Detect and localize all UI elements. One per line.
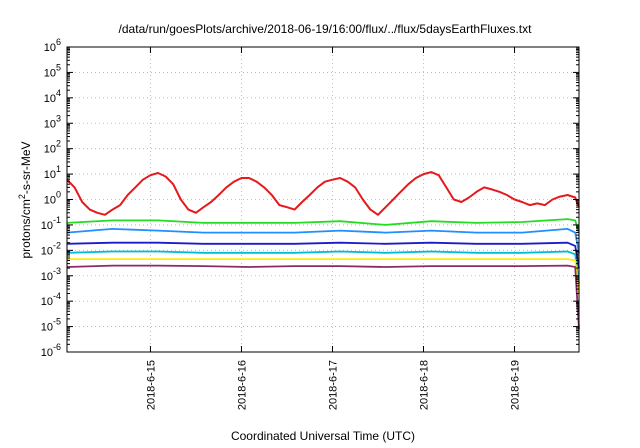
y-tick-exponent: 4 xyxy=(56,88,61,98)
y-tick-exponent: -4 xyxy=(53,291,61,301)
y-tick-label: 106 xyxy=(44,37,61,54)
y-tick-label: 10-2 xyxy=(41,240,61,257)
y-tick-label: 10-4 xyxy=(41,291,61,308)
y-tick-label: 100 xyxy=(44,190,61,207)
y-tick-base: 10 xyxy=(41,347,53,359)
y-tick-base: 10 xyxy=(41,245,53,257)
y-tick-exponent: -6 xyxy=(53,342,61,352)
x-axis: 2018-6-15 2018-6-16 2018-6-17 2018-6-18 2018… xyxy=(145,47,522,410)
y-tick-exponent: 3 xyxy=(56,113,61,123)
y-axis-label: protons/cm2-s-sr-MeV xyxy=(17,141,33,258)
y-tick-base: 10 xyxy=(44,195,56,207)
y-axis-label-rest: -s-sr-MeV xyxy=(19,141,33,194)
y-tick-exponent: 6 xyxy=(56,37,61,47)
grid xyxy=(67,47,579,352)
y-tick-base: 10 xyxy=(44,118,56,130)
y-tick-exponent: -2 xyxy=(53,240,61,250)
series-layer xyxy=(66,171,580,330)
y-axis-label-sup: 2 xyxy=(17,194,27,199)
y-axis: 10-610-510-410-310-210-11001011021031041… xyxy=(41,37,579,359)
y-tick-base: 10 xyxy=(44,67,56,79)
y-tick-label: 10-6 xyxy=(41,342,61,359)
series-line-1 xyxy=(66,171,580,216)
y-tick-label: 104 xyxy=(44,88,61,105)
x-tick-label: 2018-6-16 xyxy=(236,360,248,410)
y-tick-base: 10 xyxy=(44,169,56,181)
chart-title: /data/run/goesPlots/archive/2018-06-19/1… xyxy=(119,22,533,36)
y-tick-base: 10 xyxy=(41,296,53,308)
x-tick-label: 2018-6-15 xyxy=(145,360,157,410)
y-tick-exponent: 2 xyxy=(56,139,61,149)
y-tick-exponent: -1 xyxy=(53,215,61,225)
x-axis-label: Coordinated Universal Time (UTC) xyxy=(231,429,415,443)
y-tick-base: 10 xyxy=(41,220,53,232)
y-tick-label: 10-1 xyxy=(41,215,61,232)
y-tick-base: 10 xyxy=(44,144,56,156)
series-line-7 xyxy=(66,264,580,330)
y-tick-base: 10 xyxy=(44,42,56,54)
y-tick-label: 103 xyxy=(44,113,61,130)
y-tick-exponent: -5 xyxy=(53,317,61,327)
y-tick-label: 10-3 xyxy=(41,266,61,283)
series-line-3 xyxy=(66,227,580,253)
y-tick-exponent: -3 xyxy=(53,266,61,276)
series-line-2 xyxy=(66,218,580,233)
y-tick-base: 10 xyxy=(41,271,53,283)
y-axis-label-base: protons/cm xyxy=(19,199,33,258)
y-tick-base: 10 xyxy=(41,322,53,334)
x-tick-label: 2018-6-17 xyxy=(327,360,339,410)
x-tick-label: 2018-6-18 xyxy=(419,360,431,410)
y-tick-base: 10 xyxy=(44,93,56,105)
series-line-4 xyxy=(66,241,580,269)
y-tick-exponent: 5 xyxy=(56,62,61,72)
y-tick-label: 102 xyxy=(44,139,61,156)
y-tick-exponent: 1 xyxy=(56,164,61,174)
y-tick-label: 101 xyxy=(44,164,61,181)
y-tick-label: 105 xyxy=(44,62,61,79)
y-tick-label: 10-5 xyxy=(41,317,61,334)
x-tick-label: 2018-6-19 xyxy=(510,360,522,410)
y-tick-exponent: 0 xyxy=(56,190,61,200)
series-line-5 xyxy=(66,250,580,284)
series-line-6 xyxy=(67,258,580,294)
